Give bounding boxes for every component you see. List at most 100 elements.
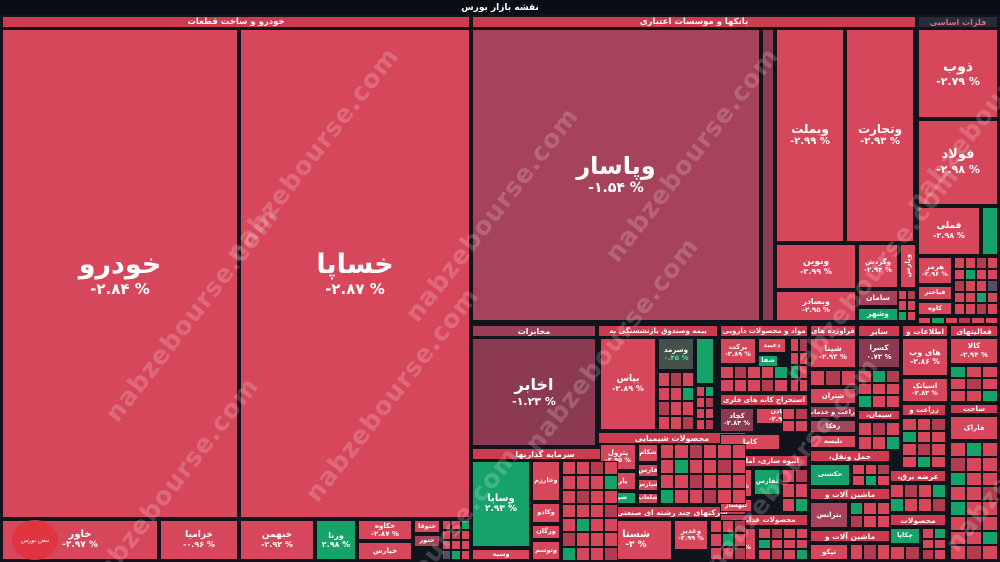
ticker-tile[interactable]: حکشتی [810,464,850,486]
mosaic-tile[interactable] [795,469,808,484]
ticker-tile[interactable]: اخابر -۱.۲۳ % [472,338,596,446]
mosaic-tile[interactable] [840,370,856,386]
mosaic-tile[interactable] [907,290,916,301]
mosaic-tile[interactable] [932,484,946,498]
mosaic-tile[interactable] [916,455,932,468]
mosaic-tile[interactable] [758,549,771,560]
mosaic-tile[interactable] [931,317,945,324]
mosaic-tile[interactable] [922,549,934,560]
mosaic-tile[interactable] [674,459,689,474]
mosaic-tile[interactable] [965,280,976,292]
ticker-tile[interactable]: زفکا [810,420,856,433]
mosaic-tile[interactable] [958,317,972,324]
ticker-tile[interactable]: کسرا ۰.۷۳ % [858,338,900,368]
mosaic-tile[interactable] [460,550,470,560]
mosaic-tile[interactable] [705,397,714,408]
mosaic-tile[interactable] [604,532,618,547]
mosaic-tile[interactable] [934,538,946,550]
mosaic-tile[interactable] [451,520,461,530]
mosaic-tile[interactable] [670,401,682,416]
ticker-tile[interactable]: خساپا -۲.۸۷ % [240,29,470,518]
ticker-tile[interactable]: فارس [638,464,658,477]
mosaic-tile[interactable] [984,317,998,324]
ticker-tile[interactable]: فملی -۲.۹۸ % [918,207,980,255]
mosaic-tile[interactable] [898,310,907,321]
mosaic-tile[interactable] [950,486,966,501]
mosaic-tile[interactable] [562,503,576,519]
mosaic-tile[interactable] [747,379,761,392]
mosaic-tile[interactable] [918,317,932,324]
ticker-tile[interactable]: وخارزم [532,461,560,501]
ticker-tile[interactable]: کچاد -۲.۸۳ % [720,408,754,432]
mosaic-tile[interactable] [799,338,808,352]
mosaic-tile[interactable] [982,471,998,487]
mosaic-tile[interactable] [576,475,590,490]
mosaic-tile[interactable] [562,518,576,533]
mosaic-tile[interactable] [987,303,998,315]
ticker-tile[interactable]: برکت -۲.۸۹ % [720,338,756,364]
mosaic-tile[interactable] [916,418,932,431]
mosaic-tile[interactable] [720,366,734,379]
mosaic-tile[interactable] [954,303,965,315]
mosaic-tile[interactable] [950,456,966,472]
mosaic-tile[interactable] [783,528,796,539]
mosaic-tile[interactable] [965,268,976,281]
mosaic-tile[interactable] [670,415,682,430]
mosaic-tile[interactable] [950,378,966,390]
ticker-tile[interactable]: وسیه [472,549,530,560]
mosaic-tile[interactable] [982,390,998,402]
ticker-tile[interactable]: وتجارت -۲.۹۳ % [846,29,914,242]
mosaic-tile[interactable] [954,257,965,269]
mosaic-tile[interactable] [688,489,703,504]
mosaic-tile[interactable] [987,257,998,269]
mosaic-tile[interactable] [734,533,746,547]
mosaic-tile[interactable] [898,290,907,301]
mosaic-tile[interactable] [886,370,900,383]
mosaic-tile[interactable] [760,379,775,392]
mosaic-tile[interactable] [886,436,900,450]
mosaic-tile[interactable] [682,386,694,401]
filler-tile[interactable] [696,338,714,384]
mosaic-tile[interactable] [590,461,604,476]
mosaic-tile[interactable] [858,436,872,450]
mosaic-tile[interactable] [774,379,788,392]
mosaic-tile[interactable] [852,475,865,486]
mosaic-tile[interactable] [966,501,982,516]
ticker-tile[interactable]: اسیاتک -۲.۸۳ % [902,378,948,402]
mosaic-tile[interactable] [795,497,808,512]
mosaic-tile[interactable] [904,484,918,498]
mosaic-tile[interactable] [987,280,998,292]
mosaic-tile[interactable] [658,401,670,416]
mosaic-tile[interactable] [774,366,788,379]
mosaic-tile[interactable] [562,532,576,547]
mosaic-tile[interactable] [858,422,872,436]
mosaic-tile[interactable] [863,502,877,515]
mosaic-tile[interactable] [696,386,705,397]
mosaic-tile[interactable] [982,530,998,546]
mosaic-tile[interactable] [863,515,877,528]
ticker-tile[interactable]: های وب -۲.۸۶ % [902,338,948,376]
mosaic-tile[interactable] [782,420,795,432]
mosaic-tile[interactable] [890,484,904,498]
ticker-tile[interactable]: فولاد -۲.۹۸ % [918,120,998,205]
mosaic-tile[interactable] [931,430,946,443]
mosaic-tile[interactable] [717,474,732,489]
mosaic-tile[interactable] [795,483,808,498]
mosaic-tile[interactable] [682,372,694,387]
mosaic-tile[interactable] [790,351,799,365]
mosaic-tile[interactable] [670,372,682,387]
mosaic-tile[interactable] [850,502,864,515]
mosaic-tile[interactable] [660,474,675,489]
mosaic-tile[interactable] [705,408,714,419]
ticker-tile[interactable]: وغدیر -۲.۹۹ % [674,520,708,550]
ticker-tile[interactable]: وپارس [900,244,916,288]
mosaic-tile[interactable] [872,395,886,408]
mosaic-tile[interactable] [717,444,732,459]
mosaic-tile[interactable] [770,528,783,539]
mosaic-tile[interactable] [670,386,682,401]
mosaic-tile[interactable] [783,538,796,550]
mosaic-tile[interactable] [858,382,872,396]
mosaic-tile[interactable] [703,459,718,474]
mosaic-tile[interactable] [451,550,461,560]
ticker-tile[interactable]: شکام [638,444,658,462]
